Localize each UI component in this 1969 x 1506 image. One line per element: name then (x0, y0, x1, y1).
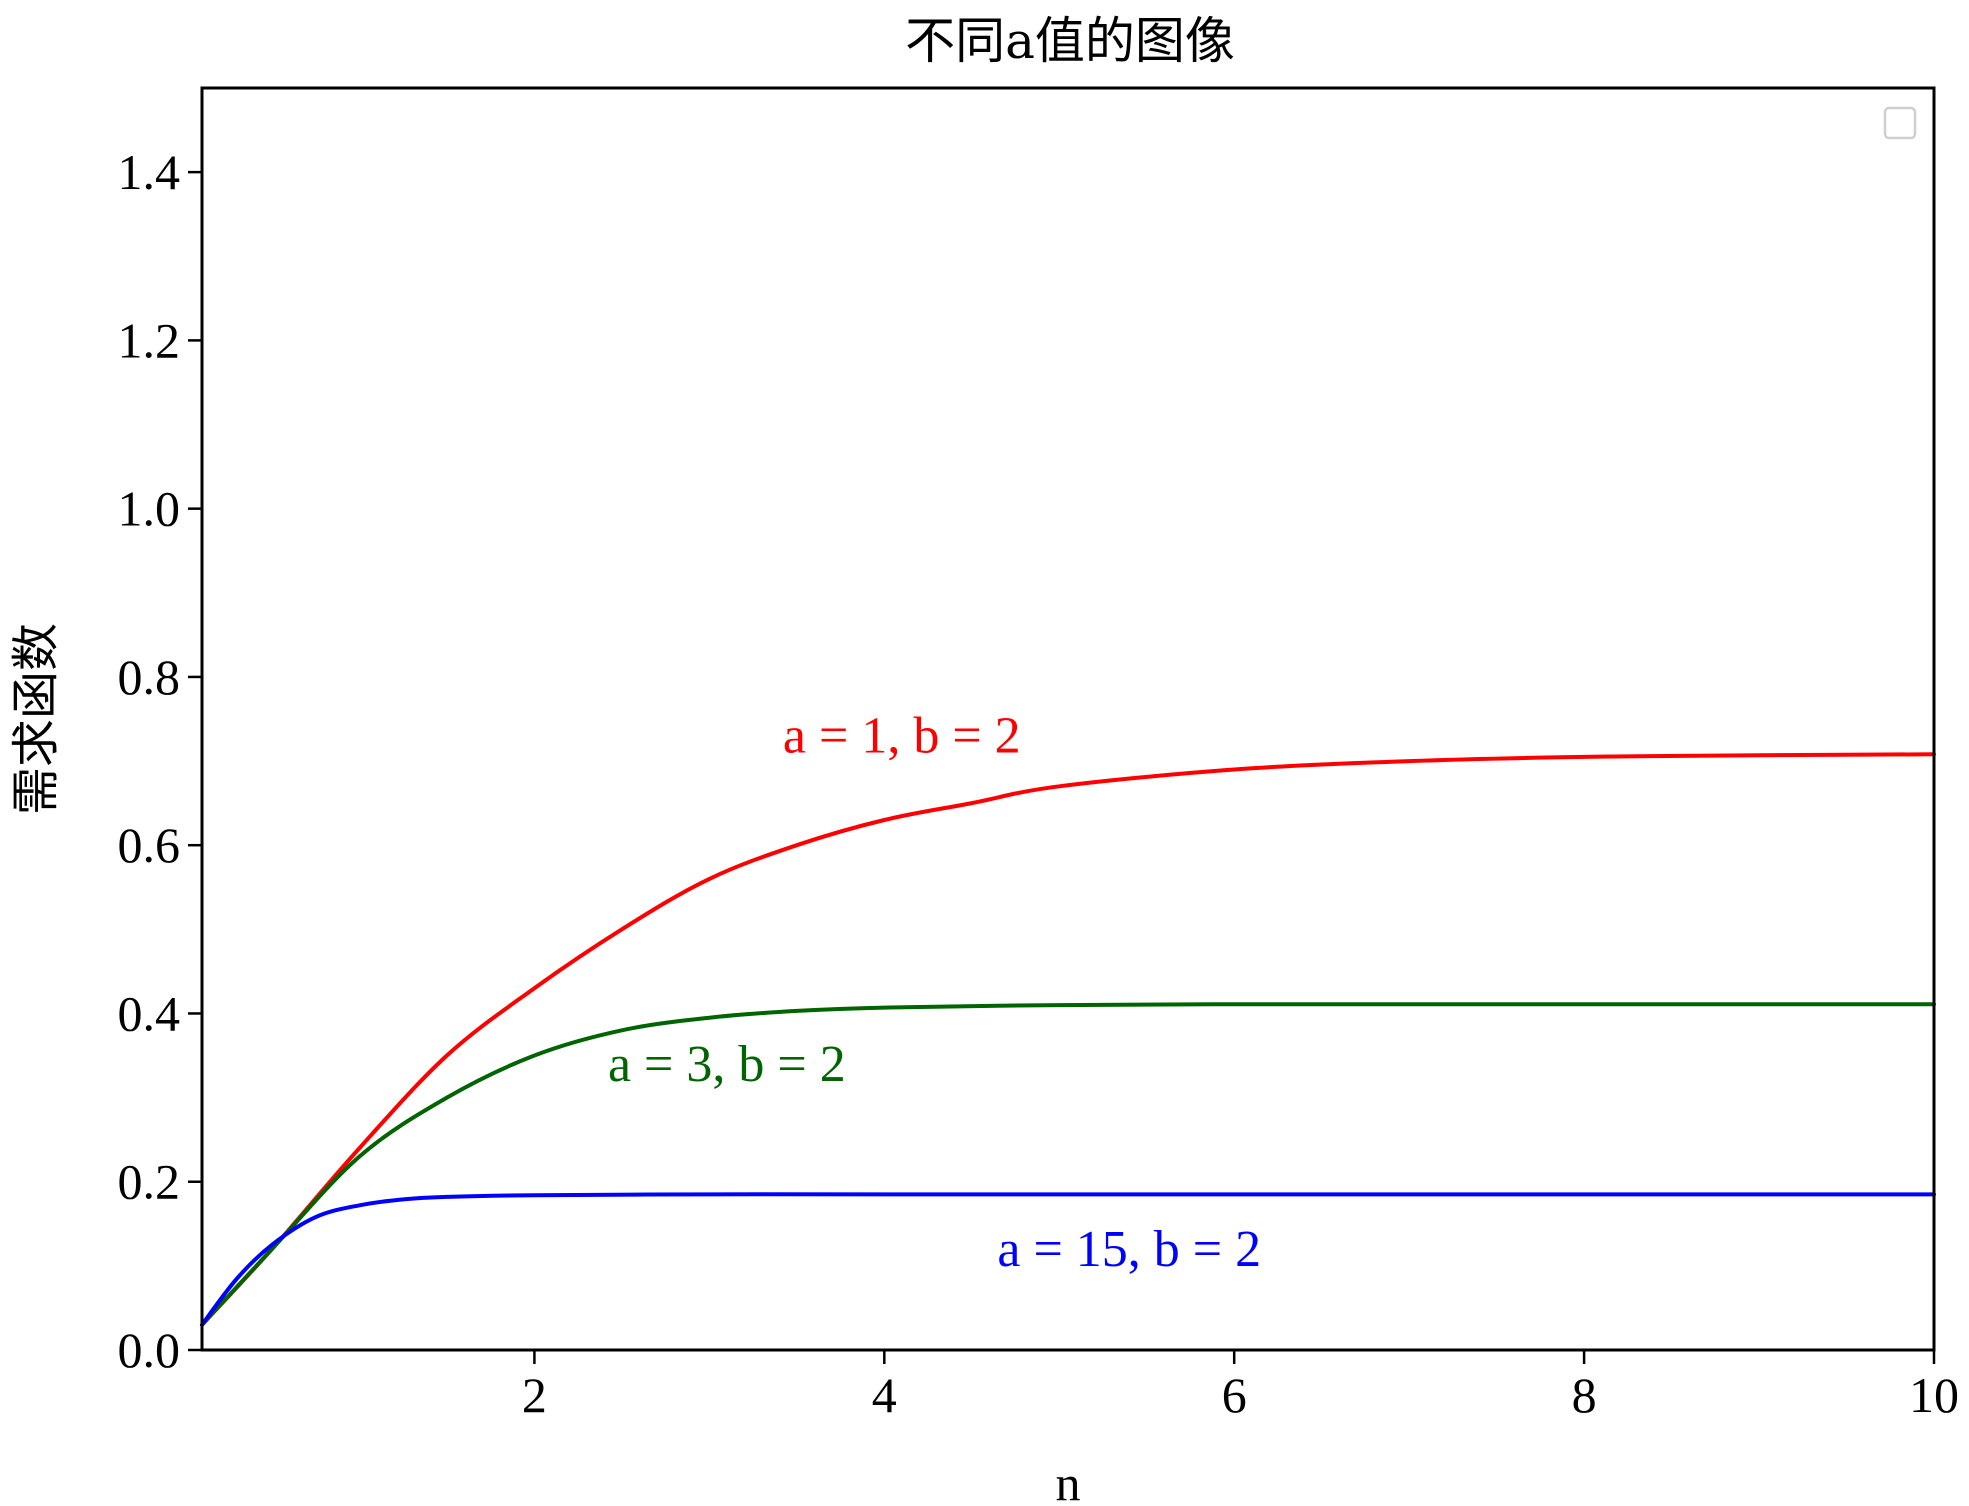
x-tick-label: 10 (1909, 1367, 1959, 1423)
y-tick-label: 0.8 (118, 649, 181, 705)
y-axis: 0.0 0.2 0.4 0.6 0.8 1.0 1.2 1.4 (118, 144, 202, 1378)
x-tick-label: 2 (522, 1367, 547, 1423)
series-line-2 (200, 1002, 1936, 1327)
plot-area (200, 86, 1936, 1352)
y-tick-label: 0.4 (118, 985, 181, 1041)
chart-title: 不同a值的图像 (905, 12, 1235, 70)
series-line-1 (200, 752, 1936, 1327)
series-annotation-3: a = 15, b = 2 (997, 1221, 1261, 1278)
y-tick-label: 1.0 (118, 481, 181, 537)
series-layer (200, 752, 1936, 1327)
legend-box (1883, 106, 1917, 140)
x-tick-label: 6 (1222, 1367, 1247, 1423)
series-annotation-1: a = 1, b = 2 (783, 708, 1021, 765)
y-tick-label: 0.6 (118, 817, 181, 873)
y-tick-label: 1.2 (118, 312, 181, 368)
y-tick-label: 1.4 (118, 144, 181, 200)
x-tick-label: 8 (1572, 1367, 1597, 1423)
x-axis-label: n (1056, 1455, 1081, 1506)
series-line-3 (200, 1192, 1936, 1327)
y-tick-label: 0.2 (118, 1154, 181, 1210)
x-tick-label: 4 (872, 1367, 897, 1423)
y-axis-label: 需求函数 (8, 623, 64, 815)
y-tick-label: 0.0 (118, 1322, 181, 1378)
plot-frame (200, 86, 1936, 1352)
annotation-layer: a = 1, b = 2 a = 3, b = 2 a = 15, b = 2 (608, 708, 1261, 1278)
series-annotation-2: a = 3, b = 2 (608, 1036, 846, 1093)
x-axis: 2 4 6 8 10 (522, 1350, 1959, 1423)
